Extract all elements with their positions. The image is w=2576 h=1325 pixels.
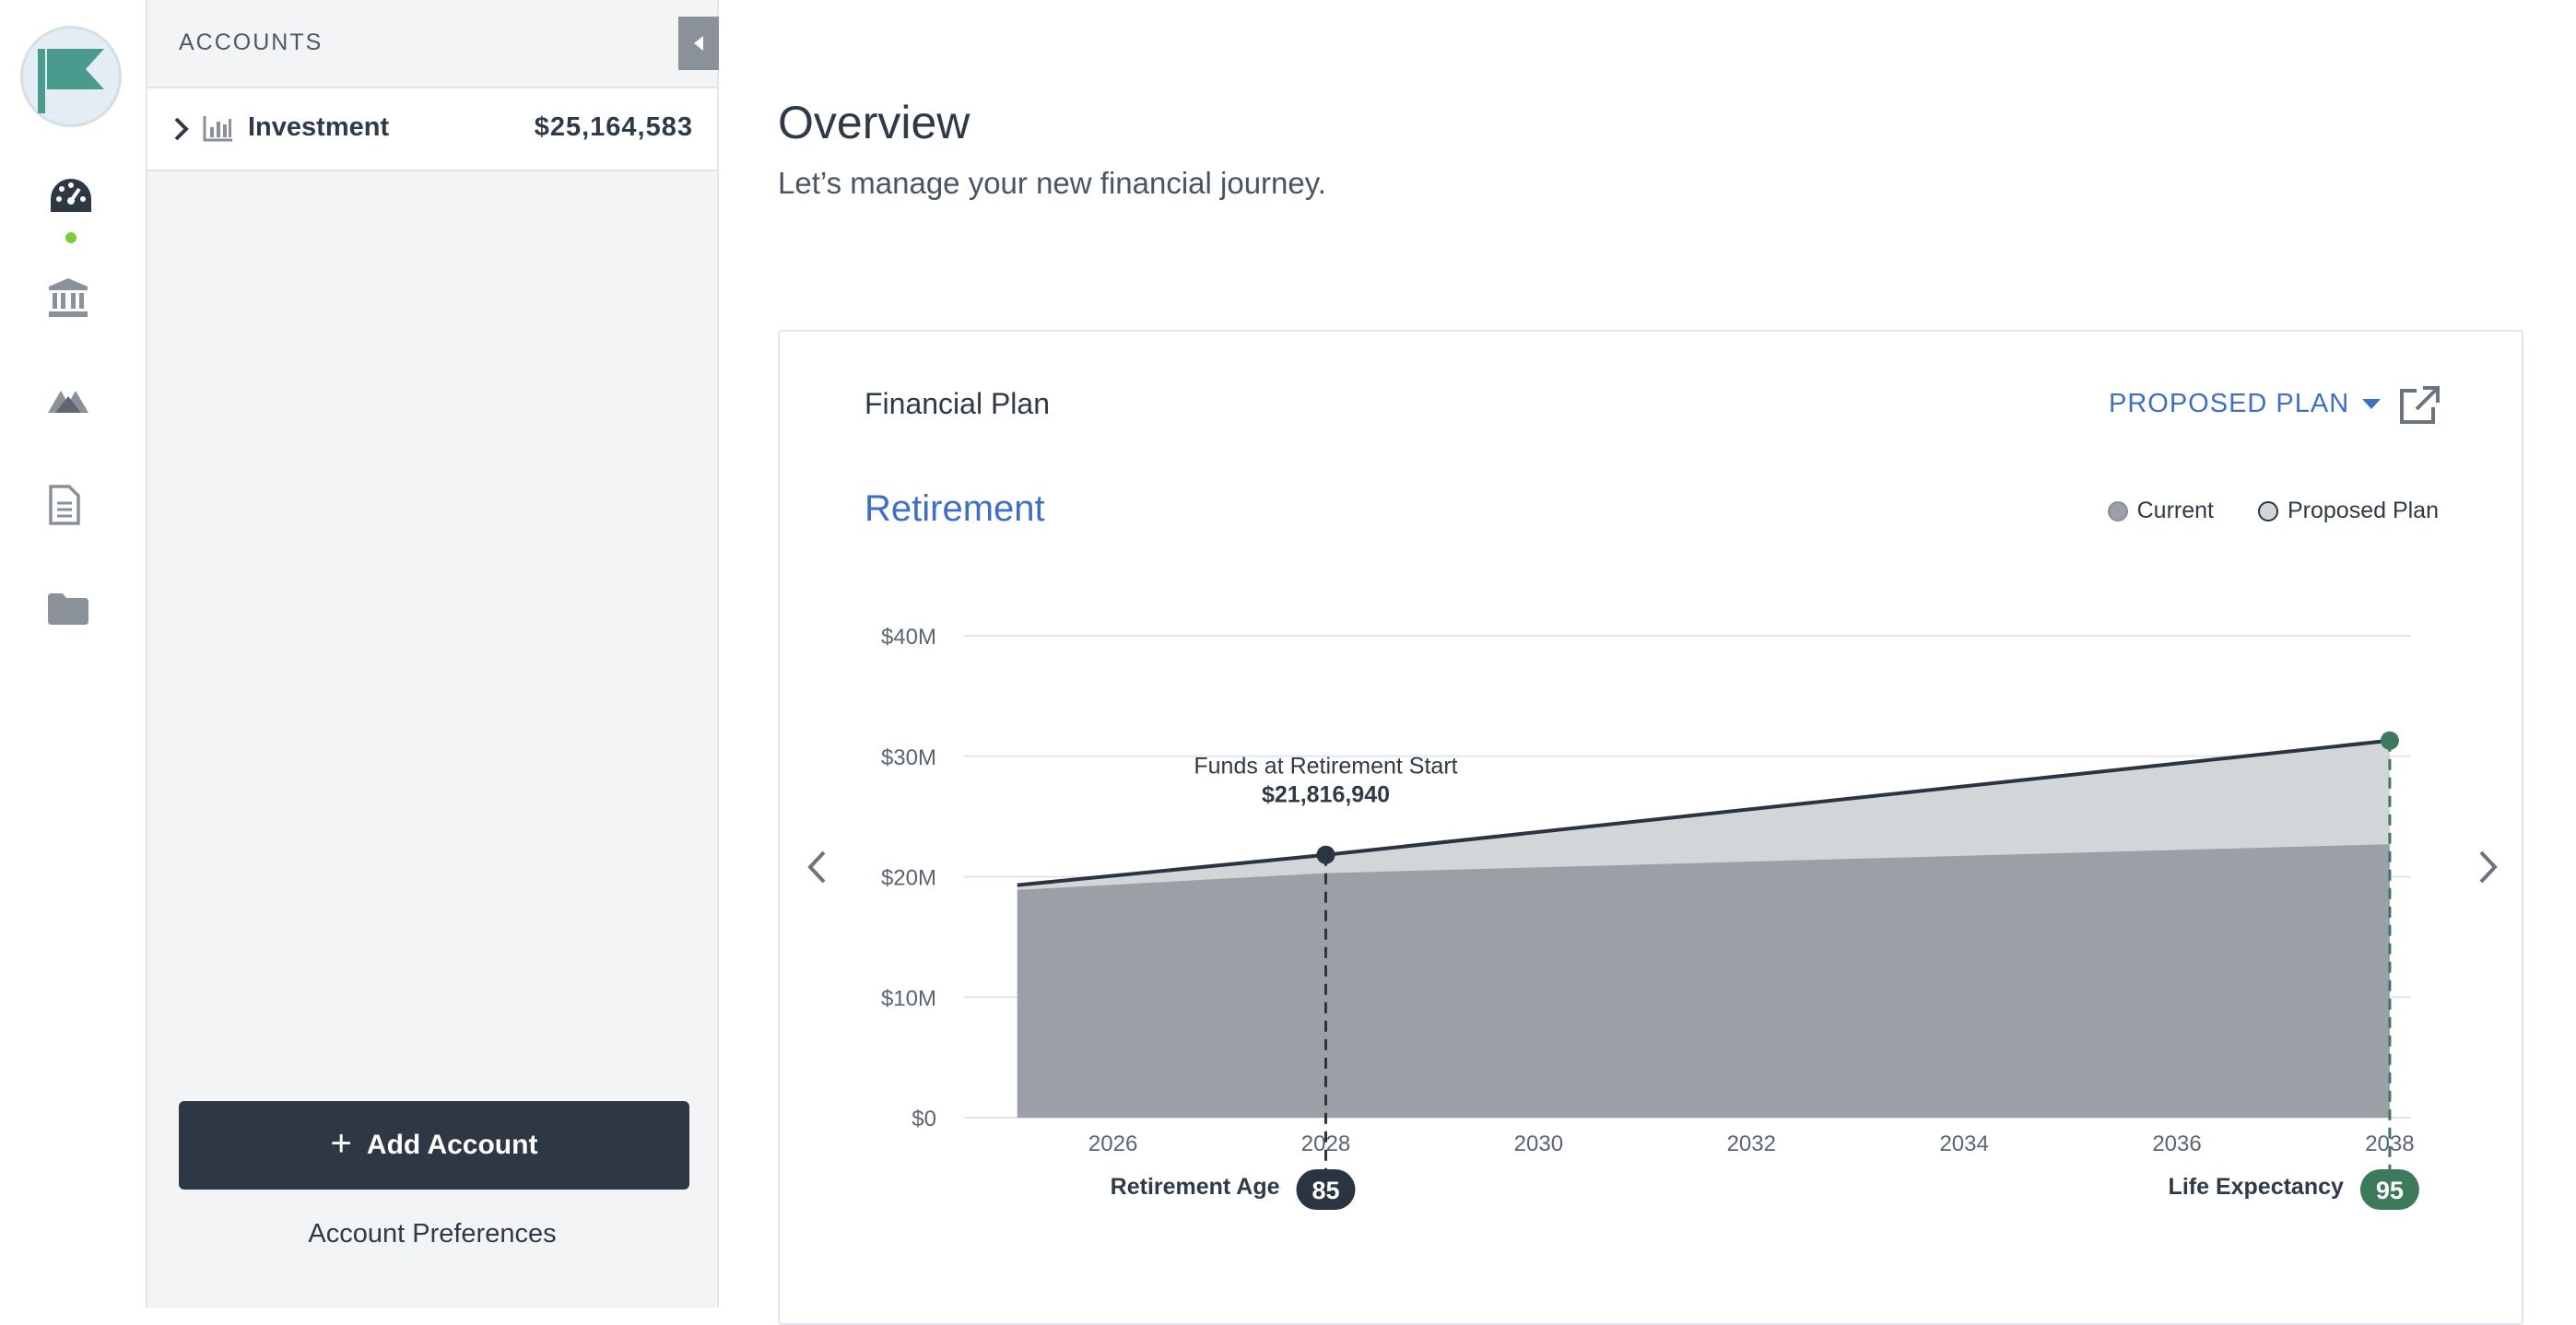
legend-swatch-current: [2107, 500, 2128, 522]
chevron-right-nav-icon[interactable]: [2477, 850, 2500, 885]
chevron-left-icon[interactable]: [806, 850, 828, 885]
section-title: Retirement: [865, 488, 1045, 529]
account-row-investment[interactable]: Investment $25,164,583: [147, 88, 717, 171]
plus-icon: +: [330, 1123, 352, 1164]
page-title: Overview: [778, 97, 970, 148]
retirement-age-badge: [1296, 1169, 1356, 1210]
legend-label-current: Current: [2136, 498, 2214, 523]
add-account-button[interactable]: + Add Account: [179, 1101, 689, 1190]
y-tick-label: $20M: [881, 866, 936, 891]
x-tick-label: 2034: [1939, 1132, 1988, 1156]
mountain-icon[interactable]: [48, 385, 94, 431]
legend-swatch-proposed: [2257, 500, 2278, 522]
y-tick-label: $30M: [881, 745, 936, 770]
nav-rail: [0, 0, 146, 1307]
chevron-right-icon[interactable]: [173, 116, 190, 142]
annotation-title: Funds at Retirement Start: [1194, 754, 1457, 780]
x-tick-label: 2030: [1514, 1132, 1563, 1156]
caret-down-icon: [2362, 399, 2382, 409]
account-preferences-link[interactable]: Account Preferences: [308, 1219, 557, 1249]
y-tick-label: $40M: [881, 625, 936, 650]
annotation-value: $21,816,940: [1262, 782, 1390, 808]
flag-logo-icon[interactable]: [20, 26, 122, 127]
retirement-point: [1316, 845, 1335, 864]
account-name: Investment: [248, 112, 390, 142]
life-expectancy-value: 95: [2376, 1177, 2404, 1204]
accounts-heading: ACCOUNTS: [179, 29, 323, 55]
legend-label-proposed: Proposed Plan: [2287, 498, 2439, 523]
caret-left-icon: [694, 36, 703, 51]
account-balance: $25,164,583: [534, 112, 693, 142]
life-expectancy-point: [2380, 731, 2399, 750]
accounts-header: ACCOUNTS: [147, 0, 719, 88]
chart-legend: Current Proposed Plan: [2107, 498, 2439, 524]
plan-selector-label: PROPOSED PLAN: [2109, 389, 2350, 418]
page-subtitle: Let’s manage your new financial journey.: [778, 166, 1326, 200]
external-link-icon[interactable]: [2398, 385, 2441, 426]
x-tick-label: 2036: [2152, 1132, 2201, 1156]
collapse-panel-button[interactable]: [678, 17, 719, 70]
document-icon[interactable]: [48, 485, 94, 531]
y-tick-label: $10M: [881, 986, 936, 1011]
plan-selector-dropdown[interactable]: PROPOSED PLAN: [2109, 389, 2382, 419]
current-area: [1017, 844, 2390, 1118]
x-tick-label: 2026: [1088, 1132, 1137, 1156]
legend-item-current[interactable]: Current: [2107, 498, 2214, 524]
life-expectancy-badge: [2359, 1169, 2419, 1210]
add-account-label: Add Account: [366, 1130, 538, 1160]
dashboard-gauge-icon[interactable]: [48, 175, 94, 221]
active-indicator: [65, 232, 76, 243]
folder-icon[interactable]: [48, 593, 94, 639]
card-title: Financial Plan: [865, 387, 1050, 420]
legend-item-proposed[interactable]: Proposed Plan: [2257, 498, 2439, 524]
financial-plan-card: Financial Plan PROPOSED PLAN Retirement …: [778, 330, 2523, 1325]
bar-chart-icon: [203, 116, 232, 142]
life-expectancy-label: Life Expectancy: [2169, 1174, 2344, 1200]
retirement-age-label: Retirement Age: [1111, 1174, 1280, 1200]
bank-icon[interactable]: [48, 278, 94, 324]
accounts-panel: ACCOUNTS Investment $25,164,583 + Add Ac…: [146, 0, 719, 1307]
retirement-age-value: 85: [1312, 1177, 1339, 1204]
y-tick-label: $0: [912, 1107, 936, 1132]
x-tick-label: 2032: [1727, 1132, 1776, 1156]
